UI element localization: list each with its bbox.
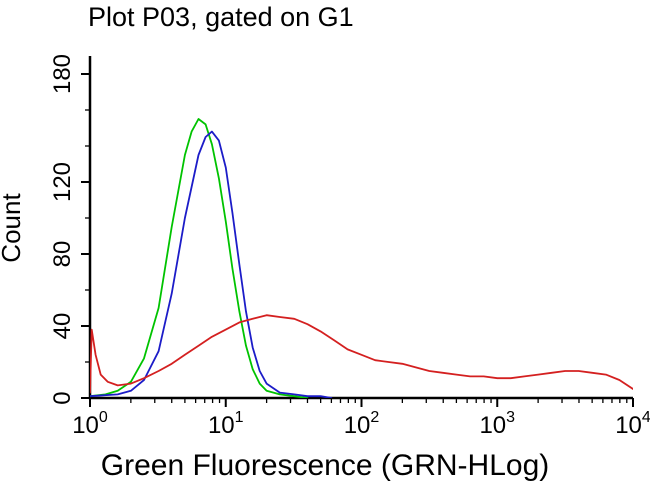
blue-histogram-curve (90, 130, 333, 398)
x-axis-label: Green Fluorescence (GRN-HLog) (101, 449, 550, 482)
plot-title: Plot P03, gated on G1 (88, 2, 354, 32)
y-tick-label: 40 (49, 313, 76, 340)
x-tick-label: 100 (72, 409, 108, 439)
x-axis-ticks: 100 101 102 103 104 (72, 398, 650, 439)
y-tick-label: 0 (49, 391, 76, 404)
x-tick-label: 102 (344, 409, 380, 439)
series-curves (90, 118, 633, 398)
x-tick-label: 101 (208, 409, 244, 439)
y-axis-ticks: 0 40 80 120 180 (49, 54, 90, 405)
y-tick-label: 180 (49, 54, 76, 94)
y-tick-label: 120 (49, 162, 76, 202)
y-tick-label: 80 (49, 241, 76, 268)
green-histogram-curve (90, 118, 309, 398)
y-axis-label: Count (0, 193, 26, 263)
red-histogram-curve (90, 314, 633, 394)
x-tick-label: 103 (479, 409, 515, 439)
x-tick-label: 104 (615, 409, 650, 439)
